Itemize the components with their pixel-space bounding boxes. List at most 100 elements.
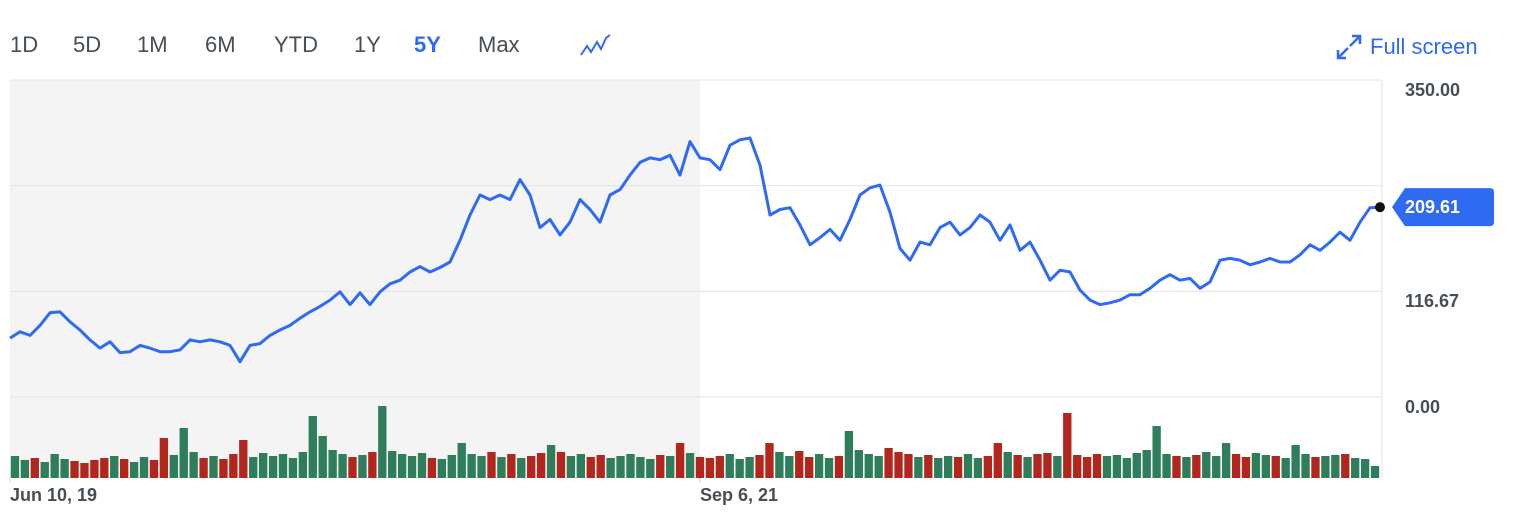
volume-bar: [1251, 453, 1261, 478]
volume-bar: [1241, 457, 1251, 478]
volume-bar: [795, 451, 804, 478]
volume-bar: [437, 459, 447, 478]
volume-bar: [735, 459, 744, 478]
last-point: [1375, 202, 1385, 213]
range-button[interactable]: 1D: [10, 32, 38, 57]
volume-bar: [1082, 457, 1092, 478]
volume-bar: [268, 456, 278, 478]
volume-bar: [497, 457, 506, 478]
volume-bar: [1043, 453, 1052, 478]
indicator-icon[interactable]: [580, 34, 611, 56]
volume-bar: [1341, 454, 1350, 478]
volume-bar: [1281, 458, 1290, 478]
volume-bar: [844, 431, 854, 478]
volume-bar: [1122, 458, 1132, 478]
volume-bar: [527, 456, 536, 478]
volume-bar: [745, 457, 754, 478]
range-button[interactable]: Max: [478, 32, 520, 57]
volume-bar: [1033, 454, 1042, 478]
volume-bar: [715, 456, 724, 478]
volume-bar: [894, 452, 903, 478]
volume-bar: [368, 452, 377, 478]
volume-bar: [785, 456, 794, 478]
volume-bar: [943, 456, 953, 478]
volume-bar: [20, 460, 30, 478]
volume-bar: [40, 462, 49, 478]
volume-bar: [656, 455, 665, 478]
icon-line: [580, 34, 611, 56]
volume-bar: [884, 448, 893, 478]
volume-bar: [288, 458, 298, 478]
volume-bar: [536, 453, 546, 478]
volume-bar: [50, 454, 59, 478]
volume-bar: [1370, 466, 1380, 478]
volume-bar: [358, 455, 367, 478]
range-button[interactable]: 1M: [137, 32, 168, 57]
volume-bar: [1271, 456, 1280, 478]
range-button[interactable]: 5Y: [414, 32, 441, 57]
volume-bar: [258, 453, 268, 478]
volume-bar: [1202, 452, 1211, 478]
volume-bar: [586, 457, 595, 478]
volume-bar: [1360, 459, 1370, 478]
shaded-region: [10, 80, 700, 478]
volume-bar: [239, 440, 248, 478]
volume-bar: [139, 457, 149, 478]
volume-bar: [814, 454, 824, 478]
volume-bar: [110, 456, 119, 478]
y-tick-label: 350.00: [1405, 80, 1460, 100]
volume-bar: [824, 458, 834, 478]
price-line: [9, 136, 1381, 364]
volume-bar: [666, 456, 675, 478]
volume-bar: [1192, 455, 1201, 478]
volume-bar: [30, 458, 39, 478]
volume-bar: [755, 455, 764, 478]
volume-bar: [834, 456, 844, 478]
volume-bar: [805, 457, 814, 478]
volume-bar: [546, 445, 556, 478]
volume-bar: [675, 443, 685, 478]
volume-bar: [70, 461, 79, 478]
range-button[interactable]: 5D: [73, 32, 101, 57]
volume-bar: [318, 436, 327, 478]
volume-bar: [1003, 452, 1012, 478]
volume-bar: [904, 454, 913, 478]
volume-bar: [60, 459, 69, 478]
full-screen-icon[interactable]: [1336, 34, 1362, 60]
x-tick-label: Sep 6, 21: [700, 485, 778, 505]
volume-bar: [596, 455, 605, 478]
volume-bar: [874, 456, 883, 478]
y-tick-label: 0.00: [1405, 397, 1440, 417]
volume-bar: [229, 454, 238, 478]
volume-bar: [854, 450, 863, 478]
volume-bar: [973, 458, 983, 478]
volume-bar: [169, 455, 178, 478]
volume-bar: [566, 456, 576, 478]
volume-bar: [1053, 456, 1062, 478]
volume-bar: [179, 428, 188, 478]
volume-bar: [924, 455, 933, 478]
volume-bar: [1231, 454, 1241, 478]
volume-bar: [1261, 455, 1270, 478]
volume-bar: [1311, 457, 1320, 478]
volume-bar: [636, 457, 645, 478]
volume-bar: [219, 459, 228, 478]
volume-bar: [705, 458, 715, 478]
volume-bar: [100, 458, 109, 478]
range-button[interactable]: 6M: [205, 32, 236, 57]
volume-bar: [447, 455, 456, 478]
volume-bar: [457, 443, 466, 478]
volume-bar: [120, 459, 129, 478]
volume-bar: [695, 457, 705, 478]
volume-bar: [1321, 456, 1330, 478]
volume-bar: [308, 416, 317, 478]
volume-bar: [397, 454, 407, 478]
volume-bar: [487, 452, 496, 478]
full-screen-link[interactable]: Full screen: [1370, 34, 1478, 59]
range-button[interactable]: YTD: [274, 32, 318, 57]
volume-bar: [725, 454, 734, 478]
volume-bar: [1073, 455, 1082, 478]
volume-bar: [427, 458, 437, 478]
range-button[interactable]: 1Y: [354, 32, 381, 57]
volume-bar: [338, 454, 347, 478]
